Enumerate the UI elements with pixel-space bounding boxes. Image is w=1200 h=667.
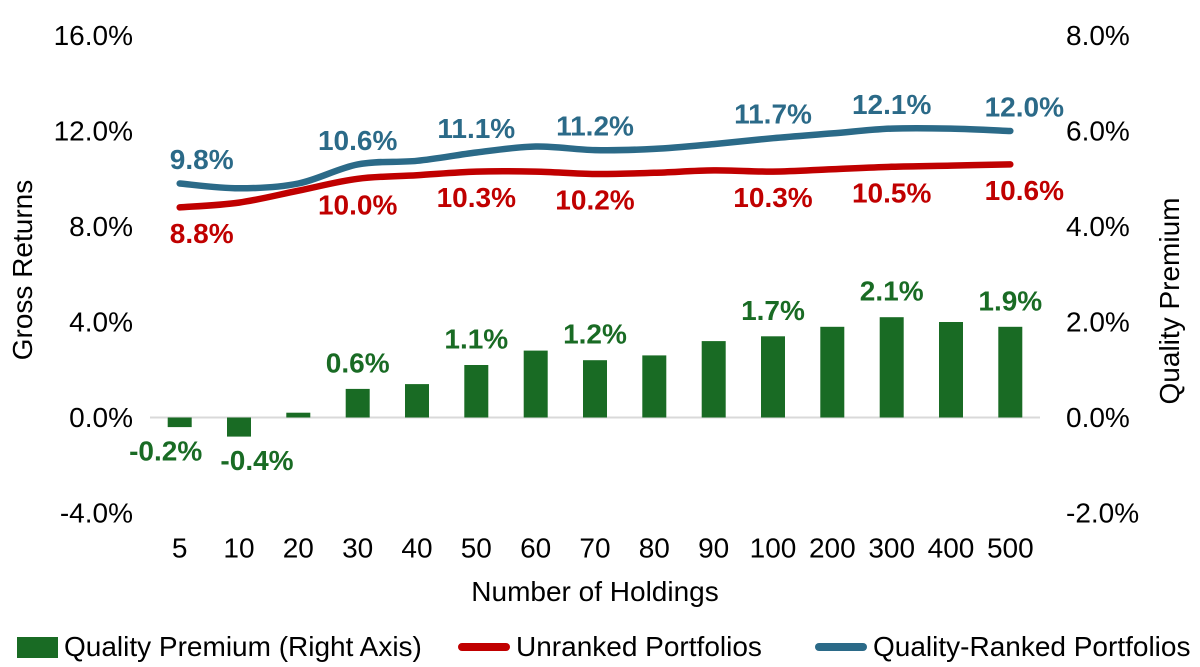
line-data-label: 11.7% bbox=[734, 99, 812, 130]
bar bbox=[879, 317, 904, 418]
bar-data-label: -0.4% bbox=[220, 445, 293, 476]
right-axis-tick: 0.0% bbox=[1066, 402, 1130, 433]
line-data-label: 12.0% bbox=[985, 92, 1064, 123]
line-data-label: 10.3% bbox=[437, 182, 516, 213]
bar bbox=[939, 322, 963, 418]
x-axis-tick: 200 bbox=[809, 533, 856, 564]
line-data-label: 10.0% bbox=[318, 189, 397, 220]
bar bbox=[701, 341, 726, 418]
x-axis-tick: 50 bbox=[461, 533, 492, 564]
bar bbox=[345, 388, 370, 418]
line-data-label: 8.8% bbox=[170, 218, 234, 249]
x-axis-tick: 40 bbox=[401, 533, 432, 564]
line-swatch-icon bbox=[458, 643, 510, 651]
right-axis-tick: -2.0% bbox=[1066, 498, 1139, 529]
bar bbox=[523, 350, 548, 418]
left-axis-tick: 4.0% bbox=[69, 307, 133, 338]
x-axis-tick: 30 bbox=[342, 533, 373, 564]
right-axis-tick: 2.0% bbox=[1066, 307, 1130, 338]
line-data-label: 10.2% bbox=[555, 185, 634, 216]
left-axis-tick: 12.0% bbox=[54, 116, 133, 147]
legend-item-unranked: Unranked Portfolios bbox=[458, 631, 762, 662]
legend-label: Unranked Portfolios bbox=[516, 631, 762, 662]
legend-label: Quality-Ranked Portfolios bbox=[873, 631, 1191, 662]
legend-item-quality-premium: Quality Premium (Right Axis) bbox=[17, 631, 422, 662]
unranked-line bbox=[176, 161, 1014, 211]
x-axis-tick: 300 bbox=[868, 533, 915, 564]
bar bbox=[583, 360, 607, 418]
quality-ranked-line bbox=[176, 124, 1014, 192]
line-data-label: 12.1% bbox=[852, 89, 931, 120]
left-axis-title: Gross Returns bbox=[7, 179, 38, 361]
bar bbox=[820, 326, 845, 418]
bar-swatch-icon bbox=[17, 636, 58, 658]
bar-data-label: 1.2% bbox=[563, 319, 627, 350]
x-axis-tick: 100 bbox=[750, 533, 797, 564]
left-axis-tick: -4.0% bbox=[60, 498, 133, 529]
bar bbox=[761, 336, 785, 418]
right-axis-tick: 4.0% bbox=[1066, 211, 1130, 242]
x-axis-tick: 70 bbox=[579, 533, 610, 564]
bar-data-label: 0.6% bbox=[326, 347, 390, 378]
left-axis-tick: 16.0% bbox=[54, 20, 133, 51]
bar-data-label: 1.7% bbox=[741, 295, 805, 326]
right-axis-tick: 8.0% bbox=[1066, 20, 1130, 51]
line-data-label: 10.5% bbox=[852, 177, 931, 208]
x-axis-title: Number of Holdings bbox=[471, 576, 719, 607]
bar bbox=[642, 355, 667, 418]
line-data-label: 10.6% bbox=[318, 125, 397, 156]
bar-data-label: 1.9% bbox=[978, 285, 1042, 316]
x-axis-tick: 5 bbox=[172, 533, 188, 564]
left-axis-tick: 0.0% bbox=[69, 402, 133, 433]
legend-item-quality-ranked: Quality-Ranked Portfolios bbox=[815, 631, 1191, 662]
line-data-label: 9.8% bbox=[170, 144, 234, 175]
x-axis-tick: 60 bbox=[520, 533, 551, 564]
bar-data-label: -0.2% bbox=[129, 436, 202, 467]
right-axis-title: Quality Premium bbox=[1154, 197, 1185, 405]
x-axis-tick: 400 bbox=[928, 533, 975, 564]
x-axis-tick: 90 bbox=[698, 533, 729, 564]
line-swatch-icon bbox=[815, 643, 867, 651]
bar-data-label: 1.1% bbox=[444, 324, 508, 355]
x-axis-tick: 10 bbox=[223, 533, 254, 564]
bar bbox=[227, 417, 251, 437]
left-axis-tick: 8.0% bbox=[69, 211, 133, 242]
line-data-label: 10.3% bbox=[733, 182, 812, 213]
bar bbox=[286, 412, 311, 418]
bar-data-label: 2.1% bbox=[860, 276, 924, 307]
x-axis-tick: 500 bbox=[987, 533, 1034, 564]
legend-label: Quality Premium (Right Axis) bbox=[64, 631, 422, 662]
bar bbox=[405, 384, 429, 418]
line-data-label: 11.1% bbox=[437, 113, 515, 144]
x-axis-tick: 20 bbox=[283, 533, 314, 564]
line-data-label: 11.2% bbox=[556, 111, 634, 142]
right-axis-tick: 6.0% bbox=[1066, 116, 1130, 147]
x-axis-tick: 80 bbox=[639, 533, 670, 564]
bar bbox=[464, 365, 489, 418]
line-data-label: 10.6% bbox=[985, 175, 1064, 206]
bar bbox=[167, 417, 192, 428]
bar bbox=[998, 326, 1023, 418]
